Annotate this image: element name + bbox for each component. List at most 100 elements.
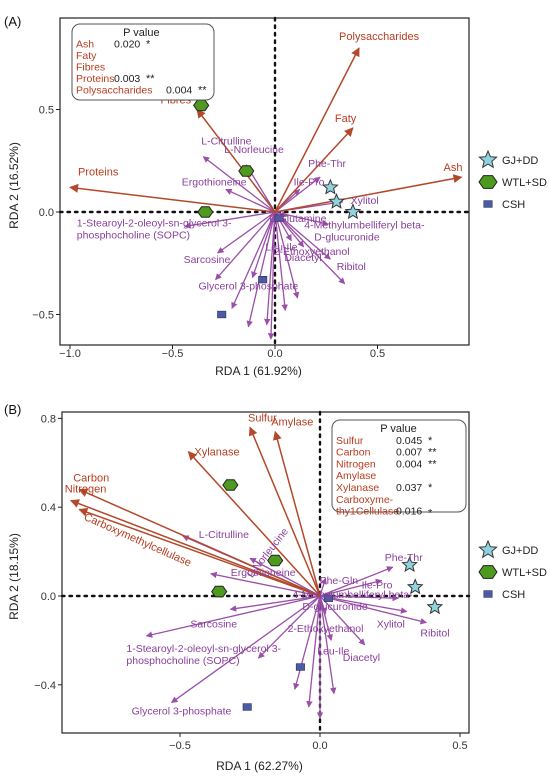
metabolite-label-phe-gln: Phe-Gln (320, 575, 359, 587)
legend-label-wtl-sd: WTL+SD (502, 177, 547, 189)
sample-point-wtl-sd (222, 479, 239, 491)
legend-label-wtl-sd: WTL+SD (502, 567, 547, 579)
sample-point-gj-dd (406, 578, 424, 595)
metabolite-arrow-ribitol (319, 595, 428, 625)
metabolite-arrow (293, 595, 321, 690)
pvalue-row-value: 0.007 (396, 447, 422, 459)
metabolite-arrow-1-stearoyl-2-oleoyl-sn-glycerol-3-phosphocholine-sopc (145, 595, 321, 638)
sample-point-csh (217, 310, 227, 319)
metabolite-label-leu-ile: Leu-Ile (265, 242, 297, 254)
metabolite-arrow-glycerol-3-phosphate (251, 211, 276, 279)
metabolite-arrow (215, 211, 276, 281)
sample-point-gj-dd (328, 193, 345, 209)
metabolite-label-glycerol-3-phosphate: Glycerol 3-phosphate (132, 706, 232, 718)
metabolite-arrow (274, 211, 288, 312)
sample-point-csh (295, 663, 305, 671)
pvalue-row-significance: ** (146, 73, 155, 85)
metabolite-arrow-ergothioneine (225, 188, 276, 213)
environment-arrow-carbon (78, 488, 321, 597)
pvalue-row-significance: * (146, 39, 151, 51)
environment-arrow-proteins (69, 183, 276, 213)
pvalue-table-box (331, 419, 467, 513)
pvalue-row-value: 0.020 (114, 39, 140, 51)
metabolite-arrow-l-citrulline (202, 156, 276, 213)
metabolite-arrow (319, 595, 337, 695)
y-tick-label: 0.4 (41, 502, 56, 514)
metabolite-label-line: phosphocholine (SOPC) (126, 655, 239, 667)
metabolite-arrow-leu-ile (319, 595, 333, 642)
pvalue-row-significance: ** (428, 458, 437, 470)
pvalue-row-value: 0.045 (396, 435, 422, 447)
metabolite-arrow-glycerol-3-phosphate (171, 595, 321, 704)
sample-point-gj-dd (321, 178, 339, 195)
metabolite-label-xylitol: Xylitol (377, 619, 405, 631)
sample-point-gj-dd (344, 203, 362, 220)
environment-arrow-nitrogen (69, 499, 321, 597)
metabolite-arrow-sarcosine (229, 595, 321, 612)
metabolite-arrow-4-methylumbelliferyl-beta-d-glucuronide (274, 211, 329, 227)
legend-marker-csh (483, 200, 493, 208)
pvalue-table-box (71, 23, 215, 101)
pvalue-row-name: Fibres (76, 62, 105, 74)
x-tick-label: 0.0 (267, 348, 282, 360)
metabolite-label-xylitol: Xylitol (351, 195, 379, 207)
metabolite-label-leu-ile: Leu-Ile (317, 645, 349, 657)
legend-panel-b: GJ+DD WTL+SD CSH (478, 539, 547, 601)
environment-label-xylanase: Xylanase (194, 447, 239, 459)
sample-point-gj-dd (426, 598, 444, 615)
environment-label-polysaccharides: Polysaccharides (339, 31, 420, 43)
legend-marker-csh (483, 590, 493, 598)
panel-label: (B) (4, 402, 21, 417)
pvalue-row-name: Xylanase (336, 482, 379, 494)
pvalue-row-value: 0.004 (396, 458, 422, 470)
pvalue-row-name: Amylase (336, 470, 376, 482)
metabolite-label-ile-pro: Ile-Pro (362, 579, 393, 591)
environment-label-proteins: Proteins (78, 166, 119, 178)
pvalue-row-name: Ash (76, 39, 94, 51)
x-tick-label: −0.5 (162, 348, 184, 360)
metabolite-arrow-ribitol (274, 211, 346, 285)
metabolite-label-glycerol-3-phosphate: Glycerol 3-phosphate (198, 281, 298, 293)
metabolite-label-ergothioneine: Ergothioneine (231, 567, 296, 579)
pvalue-row-value: 0.003 (114, 73, 140, 85)
metabolite-label-ergothioneine: Ergothioneine (182, 176, 247, 188)
legend-marker-wtl-sd (478, 565, 498, 579)
pvalue-row-significance: ** (428, 447, 437, 459)
x-tick-label: −0.5 (169, 740, 191, 752)
pvalue-row-significance: * (428, 508, 433, 520)
pvalue-row-name: thy1Cellulase (336, 506, 399, 518)
sample-point-wtl-sd (197, 206, 214, 218)
metabolite-label-line: D-glucuronide (302, 601, 368, 613)
pvalue-row-value: 0.004 (166, 85, 192, 97)
sample-point-gj-dd (401, 556, 418, 573)
sample-point-csh (258, 275, 268, 284)
metabolite-label-line: 1-Stearoyl-2-oleoyl-sn-glycerol 3- (77, 217, 232, 229)
metabolite-label-sarcosine: Sarcosine (184, 254, 231, 266)
x-axis-label: RDA 1 (61.92%) (215, 364, 302, 378)
metabolite-arrow (231, 211, 276, 309)
environment-label-nitrogen: Nitrogen (65, 484, 107, 496)
legend-marker-wtl-sd (478, 175, 498, 189)
environment-label-carbon: Carbon (73, 472, 109, 484)
y-tick-label: −0.4 (34, 680, 56, 692)
environment-arrow-ash (274, 174, 463, 213)
environment-arrow-fibres (196, 108, 276, 213)
pvalue-row-value: 0.037 (396, 482, 422, 494)
sample-point-csh (242, 703, 252, 711)
sample-point-wtl-sd (211, 585, 228, 598)
pvalue-row-significance: * (428, 435, 433, 447)
sample-point-wtl-sd (267, 554, 284, 567)
legend-marker-gj-dd (478, 539, 498, 559)
environment-label-ash: Ash (444, 162, 463, 174)
y-tick-label: −0.5 (32, 310, 54, 322)
metabolite-label-sarcosine: Sarcosine (190, 618, 237, 630)
legend-panel-a: GJ+DD WTL+SD CSH (478, 149, 547, 211)
metabolite-arrow-phe-gln (319, 577, 327, 597)
metabolite-arrow (257, 595, 321, 659)
pvalue-row-name: Proteins (76, 73, 115, 85)
pvalue-table-header: P value (123, 27, 159, 39)
x-tick-label: 0.5 (452, 740, 467, 752)
pvalue-row-name: Sulfur (336, 435, 364, 447)
